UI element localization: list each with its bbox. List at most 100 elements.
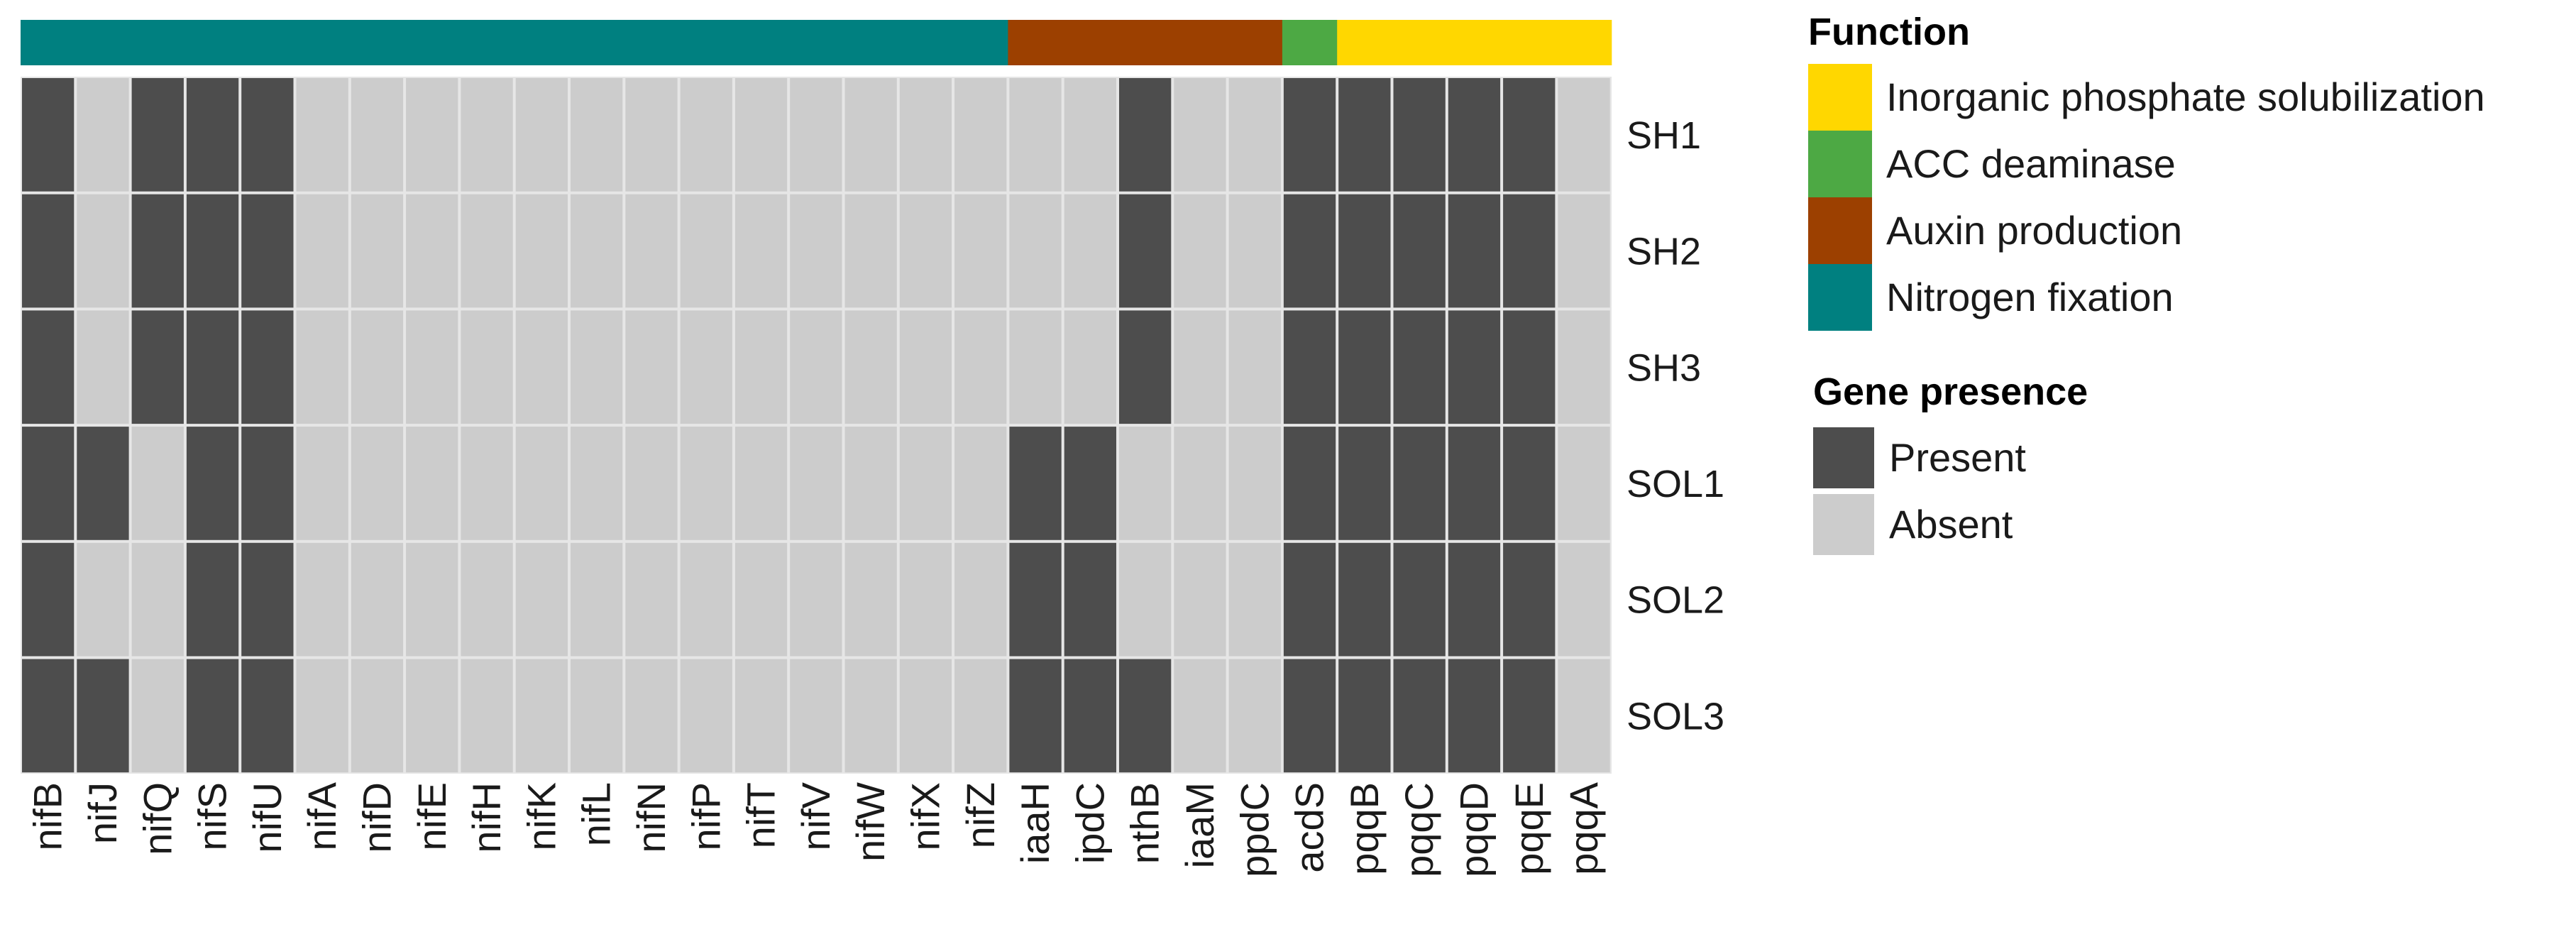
cell-SOL3-nifB	[22, 659, 75, 773]
cell-SH2-acdS	[1283, 194, 1336, 308]
cell-SOL2-nifH	[461, 542, 513, 657]
cell-SH3-pqqE	[1503, 310, 1556, 424]
cell-SOL3-nifW	[844, 659, 897, 773]
cell-SH1-nifE	[406, 78, 458, 192]
function-bar-nifQ	[130, 20, 186, 65]
cell-SH2-pqqB	[1338, 194, 1391, 308]
cell-SOL2-nifA	[296, 542, 348, 657]
cell-SOL3-ipdC	[1064, 659, 1116, 773]
cell-SOL3-nifZ	[954, 659, 1007, 773]
cell-SOL1-nifW	[844, 427, 897, 540]
cell-SH2-nifN	[625, 194, 678, 308]
row-labels: SH1 SH2 SH3 SOL1 SOL2 SOL3	[1626, 114, 1724, 737]
cell-SH2-nifX	[899, 194, 952, 308]
row-label-SH3: SH3	[1626, 346, 1701, 389]
cell-SOL3-nifQ	[131, 659, 184, 773]
cell-SH3-acdS	[1283, 310, 1336, 424]
cell-SOL1-pqqC	[1393, 427, 1446, 540]
col-label-nifA: nifA	[299, 781, 344, 850]
cell-SH1-nifP	[680, 78, 732, 192]
cell-SOL2-ppdC	[1228, 542, 1281, 657]
cell-SH2-nifT	[734, 194, 788, 308]
cell-SOL1-iaaH	[1009, 427, 1062, 540]
cell-SOL3-iaaH	[1009, 659, 1062, 773]
cell-SOL2-nifT	[734, 542, 788, 657]
cell-SH2-nifV	[790, 194, 842, 308]
cell-SH1-nifD	[351, 78, 404, 192]
cell-SH2-nifD	[351, 194, 404, 308]
cell-SH1-nifW	[844, 78, 897, 192]
cell-SH3-nifJ	[77, 310, 129, 424]
cell-SOL1-nifS	[186, 427, 239, 540]
cell-SOL2-nifZ	[954, 542, 1007, 657]
function-bar-pqqE	[1502, 20, 1557, 65]
cell-SOL2-pqqA	[1558, 542, 1610, 657]
cell-SOL1-nifN	[625, 427, 678, 540]
cell-SOL3-nifL	[571, 659, 623, 773]
col-label-pqqC: pqqC	[1397, 782, 1441, 877]
cell-SOL2-nifE	[406, 542, 458, 657]
cell-SOL1-ppdC	[1228, 427, 1281, 540]
legend-presence-label: Absent	[1889, 502, 2013, 547]
col-label-nifH: nifH	[464, 782, 509, 853]
cell-SH2-ipdC	[1064, 194, 1116, 308]
cell-SH2-nthB	[1119, 194, 1172, 308]
col-label-nthB: nthB	[1123, 782, 1167, 864]
col-label-iaaM: iaaM	[1177, 782, 1222, 868]
cell-SOL2-nthB	[1119, 542, 1172, 657]
function-bar-iaaM	[1172, 20, 1228, 65]
col-label-nifS: nifS	[190, 782, 235, 851]
row-label-SH2: SH2	[1626, 231, 1701, 273]
col-label-pqqB: pqqB	[1342, 782, 1387, 875]
function-bar-pqqC	[1392, 20, 1448, 65]
legend-presence-title: Gene presence	[1813, 371, 2088, 413]
function-bar-acdS	[1282, 20, 1338, 65]
cell-SOL3-pqqE	[1503, 659, 1556, 773]
function-bar-nifN	[624, 20, 680, 65]
function-bar-nifE	[404, 20, 460, 65]
cell-SH3-nifZ	[954, 310, 1007, 424]
cell-SOL2-nifN	[625, 542, 678, 657]
row-label-SH1: SH1	[1626, 114, 1701, 157]
cell-SOL3-pqqB	[1338, 659, 1391, 773]
cell-SOL1-pqqD	[1448, 427, 1501, 540]
cell-SH2-pqqE	[1503, 194, 1556, 308]
cell-SH3-pqqC	[1393, 310, 1446, 424]
cell-SOL3-iaaM	[1174, 659, 1226, 773]
cell-SOL3-nifA	[296, 659, 348, 773]
cell-SH2-nifB	[22, 194, 75, 308]
col-label-ipdC: ipdC	[1067, 782, 1112, 864]
cell-SOL3-nifV	[790, 659, 842, 773]
function-bar-iaaH	[1008, 20, 1064, 65]
legend-function-label: ACC deaminase	[1886, 141, 2176, 186]
function-bar-pqqB	[1337, 20, 1393, 65]
cell-SH3-pqqB	[1338, 310, 1391, 424]
cell-SH1-pqqB	[1338, 78, 1391, 192]
cell-SOL2-pqqD	[1448, 542, 1501, 657]
cell-SH3-nifQ	[131, 310, 184, 424]
cell-SOL3-pqqA	[1558, 659, 1610, 773]
function-bar-nifH	[459, 20, 515, 65]
cell-SOL1-nifK	[515, 427, 568, 540]
cell-SH3-nifA	[296, 310, 348, 424]
cell-SH1-nifZ	[954, 78, 1007, 192]
cell-SOL2-nifW	[844, 542, 897, 657]
cell-SH3-nifL	[571, 310, 623, 424]
cell-SOL2-nifK	[515, 542, 568, 657]
cell-SH3-nifN	[625, 310, 678, 424]
cell-SH1-nifA	[296, 78, 348, 192]
cell-SOL3-nifK	[515, 659, 568, 773]
cell-SH3-nifW	[844, 310, 897, 424]
cell-SOL3-ppdC	[1228, 659, 1281, 773]
row-label-SOL2: SOL2	[1626, 579, 1724, 622]
cell-SH1-iaaH	[1009, 78, 1062, 192]
cell-SH2-nifA	[296, 194, 348, 308]
cell-SOL1-nthB	[1119, 427, 1172, 540]
cell-SOL3-nifN	[625, 659, 678, 773]
function-bar-nifV	[788, 20, 844, 65]
col-label-nifN: nifN	[629, 782, 673, 853]
function-bar-nifD	[349, 20, 405, 65]
function-bar-nifU	[240, 20, 296, 65]
cell-SOL1-nifZ	[954, 427, 1007, 540]
cell-SH1-nifN	[625, 78, 678, 192]
